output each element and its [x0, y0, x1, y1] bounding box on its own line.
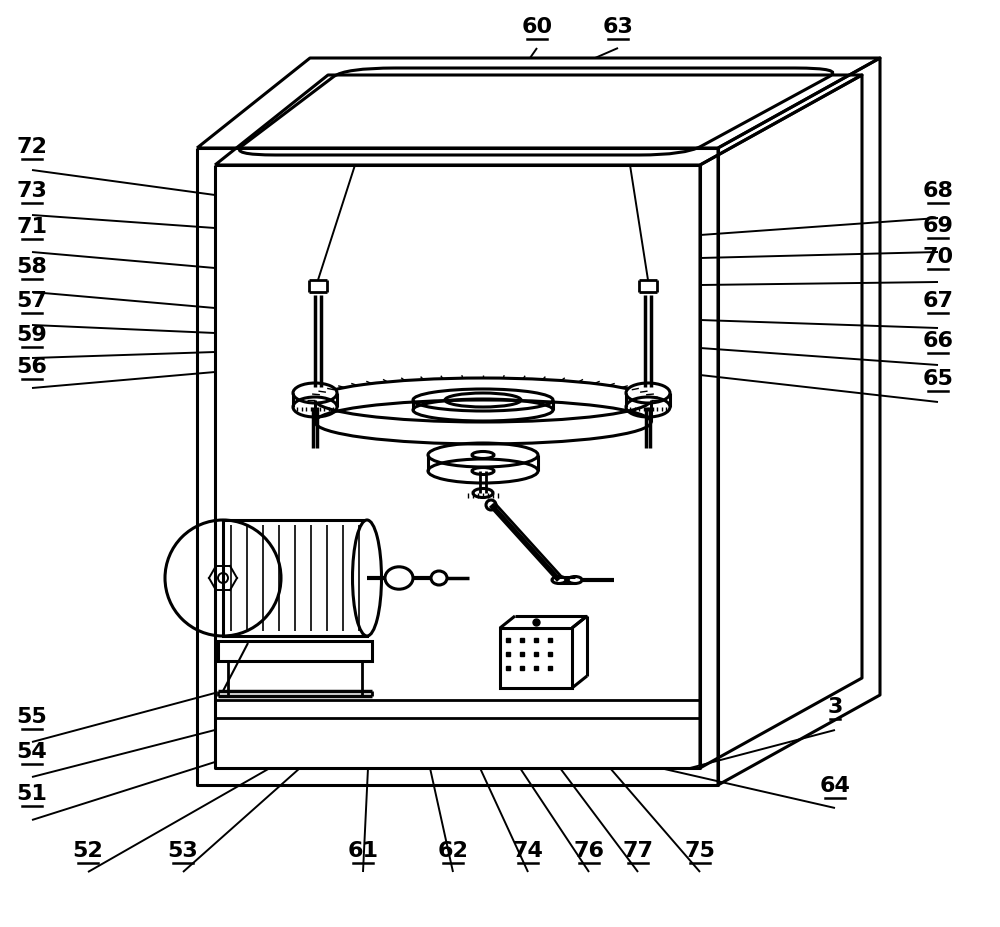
Text: 68: 68 — [922, 181, 954, 201]
Bar — [223, 520, 367, 636]
Ellipse shape — [293, 383, 337, 403]
Ellipse shape — [568, 577, 582, 583]
Ellipse shape — [626, 383, 670, 403]
Text: 76: 76 — [574, 841, 604, 861]
Bar — [218, 641, 372, 661]
Text: 63: 63 — [603, 17, 633, 37]
Ellipse shape — [552, 577, 566, 583]
Ellipse shape — [473, 489, 493, 498]
Text: 62: 62 — [438, 841, 468, 861]
Text: 69: 69 — [923, 216, 953, 236]
Ellipse shape — [431, 571, 447, 585]
Text: 55: 55 — [17, 707, 47, 727]
Bar — [500, 628, 572, 688]
Ellipse shape — [352, 520, 382, 636]
Text: 64: 64 — [820, 776, 850, 796]
Text: 75: 75 — [685, 841, 715, 861]
Ellipse shape — [165, 520, 281, 636]
Text: 73: 73 — [17, 181, 47, 201]
Text: 59: 59 — [17, 325, 47, 345]
Ellipse shape — [385, 566, 413, 590]
Text: 51: 51 — [17, 784, 47, 804]
Text: 71: 71 — [16, 217, 48, 237]
Text: 77: 77 — [622, 841, 654, 861]
Text: 53: 53 — [168, 841, 198, 861]
Text: 54: 54 — [17, 742, 47, 762]
Text: 3: 3 — [827, 697, 843, 717]
Text: 70: 70 — [922, 247, 954, 267]
Text: 58: 58 — [17, 257, 47, 277]
Text: 61: 61 — [348, 841, 378, 861]
Text: 66: 66 — [922, 331, 954, 351]
Text: 74: 74 — [513, 841, 543, 861]
Text: 56: 56 — [17, 357, 47, 377]
Ellipse shape — [486, 500, 496, 510]
Text: 52: 52 — [73, 841, 103, 861]
Text: 57: 57 — [17, 291, 47, 311]
Text: 72: 72 — [17, 137, 47, 157]
Text: 60: 60 — [521, 17, 553, 37]
Text: 67: 67 — [922, 291, 954, 311]
Text: 65: 65 — [923, 369, 953, 389]
